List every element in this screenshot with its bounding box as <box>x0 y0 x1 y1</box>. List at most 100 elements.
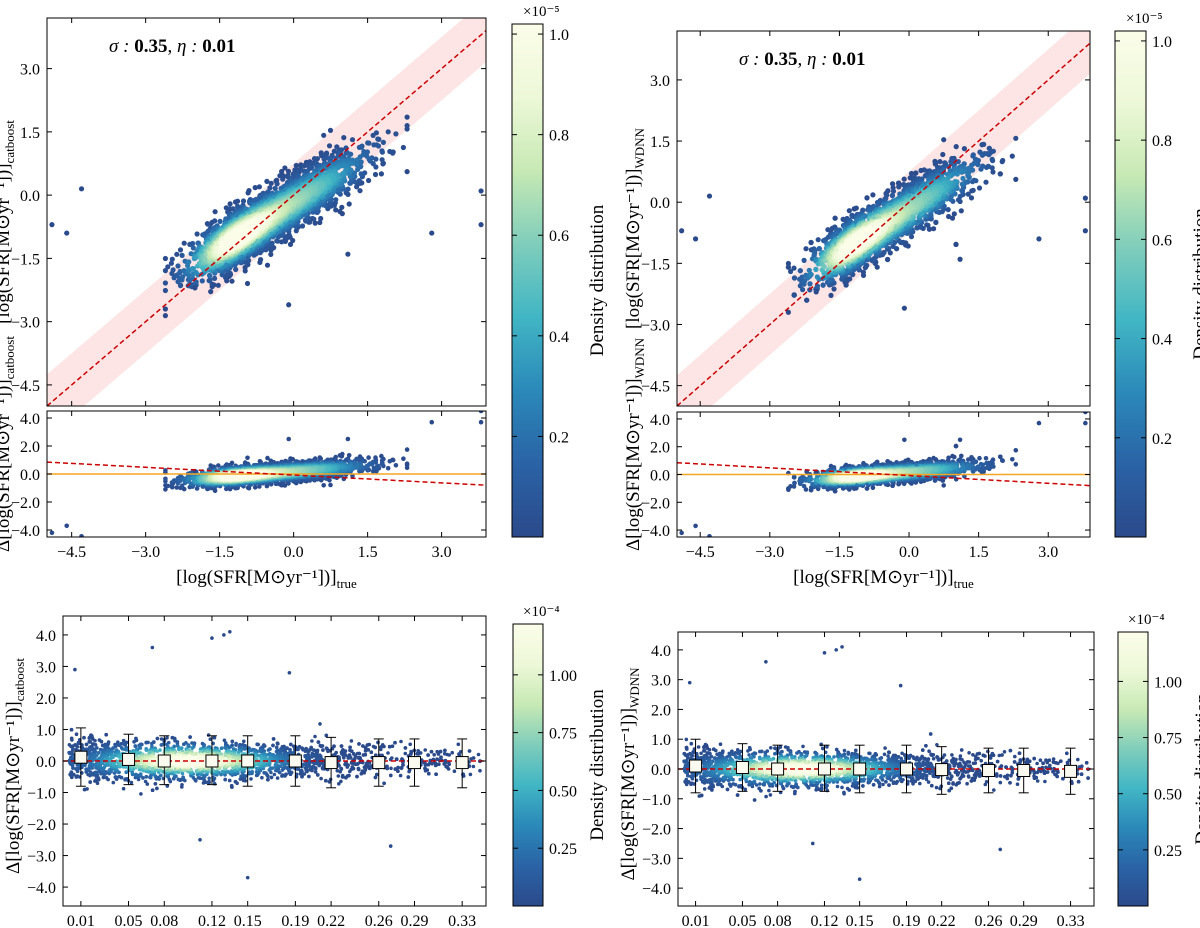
scatter-point <box>345 251 351 257</box>
residual-point <box>385 465 391 471</box>
scatter-point <box>274 238 280 244</box>
scatter-point <box>212 218 218 224</box>
scatter-point <box>317 219 323 226</box>
scatter-point <box>314 156 320 162</box>
scatter-point <box>256 184 262 190</box>
scatter-point <box>356 178 362 184</box>
scatter-point <box>366 177 372 184</box>
scatter-point <box>304 168 310 174</box>
scatter-point <box>404 169 410 175</box>
scatter-point <box>162 306 168 312</box>
scatter-point <box>326 143 333 149</box>
scatter-point <box>335 187 341 193</box>
scatter-point <box>309 215 315 222</box>
scatter-point <box>209 281 215 287</box>
scatter-point <box>202 256 208 262</box>
scatter-point <box>267 185 273 191</box>
scatter-point <box>190 245 196 251</box>
scatter-point <box>199 278 205 284</box>
scatter-point <box>312 220 318 226</box>
residual-point <box>165 483 171 489</box>
scatter-point <box>385 129 391 135</box>
scatter-point <box>268 241 274 247</box>
scatter-point <box>339 204 345 210</box>
scatter-point <box>227 201 233 207</box>
scatter-point <box>215 282 221 288</box>
scatter-point <box>279 239 285 245</box>
scatter-point <box>380 139 386 145</box>
scatter-point <box>268 180 274 186</box>
scatter-point <box>321 132 327 138</box>
residual-point <box>321 483 327 488</box>
scatter-point <box>264 178 270 184</box>
scatter-point <box>212 209 218 215</box>
residual-point <box>245 455 250 461</box>
scatter-point <box>229 278 235 284</box>
residual-point <box>366 455 371 460</box>
scatter-point <box>318 215 324 222</box>
scatter-point <box>393 131 399 137</box>
scatter-point <box>280 176 286 182</box>
scatter-point <box>366 140 372 146</box>
scatter-point <box>358 171 364 177</box>
residual-point <box>379 461 385 466</box>
scatter-point <box>190 266 196 272</box>
scatter-point <box>379 157 385 163</box>
scatter-point <box>327 127 334 133</box>
scatter-point <box>212 275 218 281</box>
scatter-point <box>346 201 352 207</box>
scatter-point <box>193 279 199 285</box>
scatter-point <box>478 188 484 194</box>
scatter-point <box>233 266 239 273</box>
scatter-point <box>207 221 213 227</box>
scatter-point <box>224 271 231 278</box>
scatter-point <box>349 137 356 143</box>
scatter-points <box>49 114 484 319</box>
scatter-point <box>194 231 200 237</box>
scatter-point <box>240 198 247 204</box>
scatter-point <box>338 172 344 178</box>
scatter-point <box>175 263 181 269</box>
scatter-point <box>238 232 244 239</box>
scatter-point <box>379 148 385 154</box>
scatter-point <box>404 126 410 132</box>
scatter-point <box>376 136 382 142</box>
scatter-point <box>272 185 278 191</box>
residual-point <box>328 482 333 488</box>
scatter-point <box>286 302 292 308</box>
scatter-point <box>235 198 241 204</box>
residual-point <box>174 485 180 490</box>
scatter-point <box>169 256 175 262</box>
scatter-point <box>186 259 192 265</box>
scatter-point <box>179 252 185 258</box>
scatter-point <box>400 144 406 151</box>
residual-point <box>387 458 393 464</box>
scatter-point <box>478 222 484 228</box>
scatter-point <box>205 228 211 234</box>
residual-point <box>265 455 270 461</box>
scatter-point <box>177 268 183 275</box>
scatter-point <box>279 168 285 175</box>
scatter-point <box>193 269 199 276</box>
residual-point <box>371 465 377 471</box>
residual-point <box>252 485 258 490</box>
residual-point <box>404 447 410 452</box>
scatter-point <box>333 207 339 213</box>
scatter-point <box>371 142 377 148</box>
scatter-point <box>165 264 171 270</box>
residual-point <box>318 456 324 461</box>
scatter-point <box>429 230 435 236</box>
scatter-point <box>174 251 180 257</box>
scatter-point <box>168 260 174 266</box>
scatter-point <box>293 162 299 169</box>
scatter-point <box>370 132 376 138</box>
residual-point <box>404 461 410 467</box>
scatter-point <box>208 289 214 295</box>
scatter-point <box>337 208 343 215</box>
scatter-point <box>387 148 393 155</box>
scatter-point <box>217 218 223 224</box>
scatter-point <box>333 197 339 203</box>
residual-point <box>401 456 406 462</box>
scatter-point <box>372 171 379 178</box>
scatter-point <box>190 240 196 247</box>
